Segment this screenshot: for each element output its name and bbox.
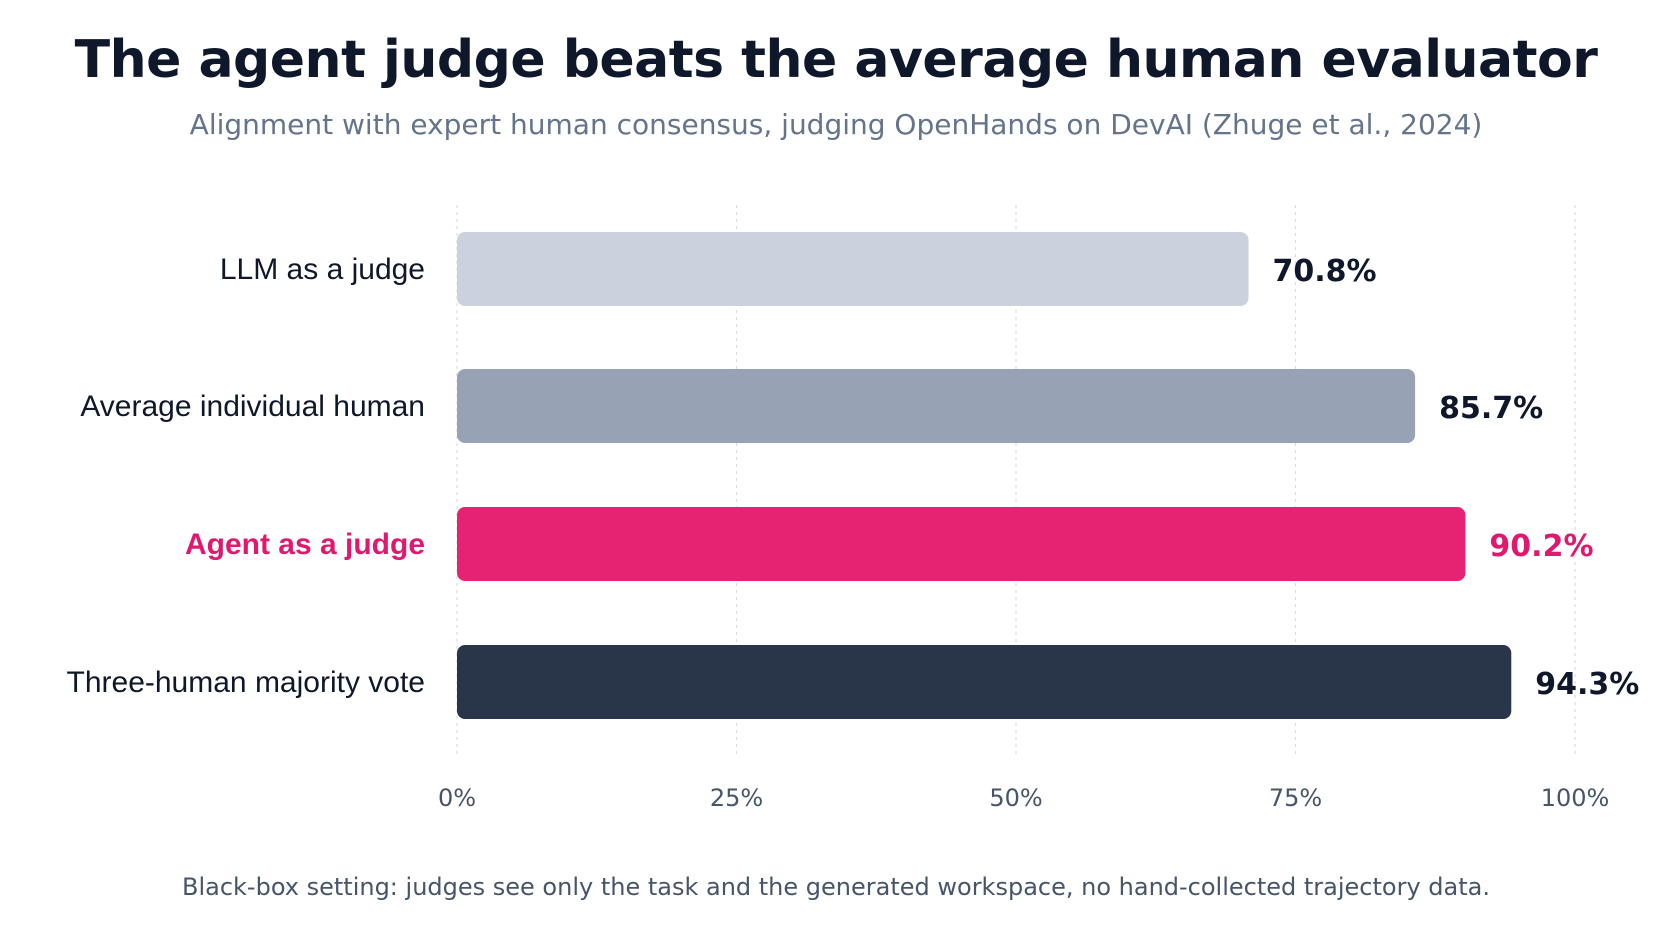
x-tick-label: 75% <box>1269 784 1322 812</box>
chart-title: The agent judge beats the average human … <box>74 30 1598 90</box>
footnote: Black-box setting: judges see only the t… <box>182 873 1490 901</box>
category-label: Average individual human <box>80 390 425 423</box>
value-label: 85.7% <box>1439 391 1543 426</box>
x-tick-label: 50% <box>989 784 1042 812</box>
x-tick-label: 0% <box>438 784 476 812</box>
x-tick-label: 25% <box>710 784 763 812</box>
x-tick-label: 100% <box>1541 784 1610 812</box>
bar <box>457 369 1416 443</box>
value-label: 94.3% <box>1535 667 1639 702</box>
value-label: 70.8% <box>1273 254 1377 289</box>
chart-subtitle: Alignment with expert human consensus, j… <box>189 108 1483 141</box>
category-label: LLM as a judge <box>220 253 425 286</box>
bar <box>457 232 1249 306</box>
category-label: Three-human majority vote <box>67 666 425 699</box>
bar <box>457 645 1512 719</box>
value-label: 90.2% <box>1489 529 1593 564</box>
bar <box>457 507 1466 581</box>
category-label: Agent as a judge <box>185 528 425 561</box>
bar-chart: 0% 25% 50% 75% 100% LLM as a judge 70.8% Averag… <box>67 205 1639 812</box>
